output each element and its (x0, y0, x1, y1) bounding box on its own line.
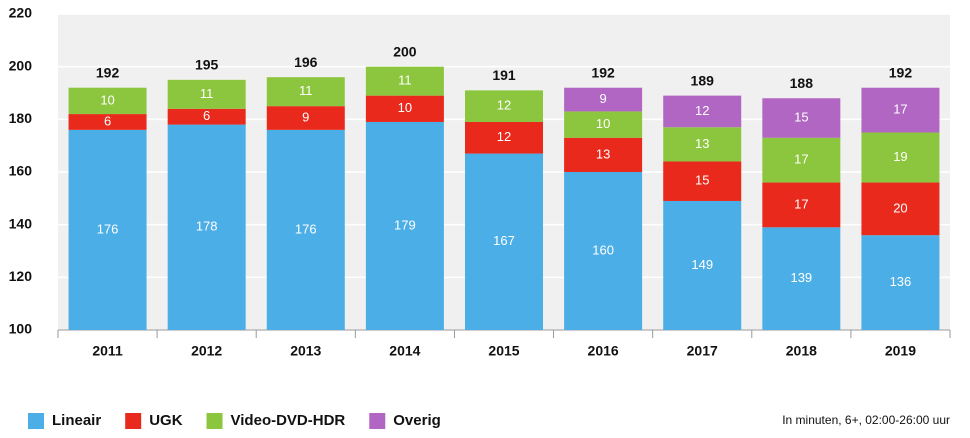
bar-segment (167, 108, 246, 125)
bar-segment (465, 121, 543, 154)
bar-segment (465, 153, 543, 330)
bar-segment (365, 95, 444, 122)
y-tick-label: 140 (9, 215, 33, 231)
x-tick-label: 2014 (389, 343, 420, 359)
total-label: 192 (889, 64, 913, 80)
bar-segment (762, 98, 841, 138)
bar-segment (266, 129, 345, 330)
bar-segment (564, 87, 643, 112)
y-tick-label: 200 (9, 57, 33, 73)
note: In minuten, 6+, 02:00-26:00 uur (782, 413, 950, 427)
y-tick-label: 180 (9, 110, 33, 126)
segment-label: 10 (596, 116, 610, 131)
segment-label: 10 (398, 100, 412, 115)
bar-segment (762, 137, 841, 183)
bar-segment (861, 182, 940, 236)
segment-label: 9 (302, 109, 309, 124)
segment-label: 179 (394, 217, 416, 232)
x-tick-label: 2017 (687, 343, 718, 359)
total-label: 192 (96, 64, 120, 80)
total-label: 188 (790, 75, 814, 91)
segment-label: 178 (196, 219, 218, 234)
total-label: 192 (591, 64, 615, 80)
total-label: 196 (294, 54, 318, 70)
bar-segment (762, 227, 841, 330)
bar-segment (861, 132, 940, 183)
bar-segment (365, 66, 444, 96)
segment-label: 176 (295, 221, 317, 236)
bar-segment (564, 111, 643, 138)
segment-label: 17 (794, 152, 808, 167)
x-tick-label: 2016 (588, 343, 619, 359)
bar-segment (564, 137, 643, 172)
total-label: 200 (393, 43, 417, 59)
bar-segment (68, 114, 147, 130)
segment-label: 13 (596, 146, 610, 161)
total-label: 189 (691, 72, 715, 88)
segment-label: 11 (299, 83, 313, 98)
segment-label: 167 (493, 233, 515, 248)
segment-label: 11 (200, 86, 214, 101)
legend-swatch (206, 413, 223, 429)
bar-segment (167, 79, 246, 109)
segment-label: 139 (790, 270, 812, 285)
segment-label: 19 (893, 149, 907, 164)
x-tick-label: 2018 (786, 343, 817, 359)
legend-label: Overig (393, 412, 441, 429)
bar-segment (861, 235, 940, 330)
bar-segment (663, 200, 742, 330)
segment-label: 6 (203, 108, 210, 123)
bar-segment (266, 106, 345, 130)
bar-segment (365, 121, 444, 330)
bar-segment (266, 77, 345, 107)
x-tick-label: 2012 (191, 343, 222, 359)
y-tick-label: 160 (9, 163, 33, 179)
legend-swatch (369, 413, 386, 429)
segment-label: 13 (695, 136, 709, 151)
bar-segment (762, 182, 841, 228)
segment-label: 15 (695, 173, 709, 188)
x-tick-label: 2019 (885, 343, 916, 359)
segment-label: 20 (893, 200, 907, 215)
bar-segment (465, 90, 543, 122)
segment-label: 10 (100, 92, 114, 107)
total-label: 195 (195, 57, 219, 73)
segment-label: 160 (592, 242, 614, 257)
legend-swatch (125, 413, 142, 429)
segment-label: 12 (695, 103, 709, 118)
bar-segment (68, 87, 147, 115)
legend-label: Lineair (52, 412, 101, 429)
bar-segment (68, 129, 147, 330)
bar-segment (663, 161, 742, 201)
y-tick-label: 220 (9, 5, 33, 21)
segment-label: 15 (794, 109, 808, 124)
legend-swatch (28, 413, 44, 429)
segment-label: 176 (97, 221, 119, 236)
bar-segment (167, 124, 246, 330)
segment-label: 136 (890, 274, 912, 289)
segment-label: 17 (893, 102, 907, 117)
legend-label: Video-DVD-HDR (231, 412, 346, 429)
segment-label: 12 (497, 98, 511, 113)
total-label: 191 (492, 67, 516, 83)
bar-segment (564, 172, 643, 330)
x-tick-label: 2011 (92, 343, 123, 359)
y-tick-label: 120 (9, 268, 33, 284)
legend-label: UGK (149, 412, 183, 429)
segment-label: 12 (497, 129, 511, 144)
y-tick-label: 100 (9, 321, 33, 337)
bar-segment (861, 87, 940, 133)
segment-label: 6 (104, 113, 111, 128)
bar-segment (663, 127, 742, 162)
segment-label: 149 (691, 257, 713, 272)
x-tick-label: 2013 (290, 343, 321, 359)
segment-label: 17 (794, 196, 808, 211)
x-tick-label: 2015 (488, 343, 519, 359)
bar-segment (663, 95, 742, 128)
segment-label: 9 (599, 91, 606, 106)
segment-label: 11 (398, 73, 412, 88)
